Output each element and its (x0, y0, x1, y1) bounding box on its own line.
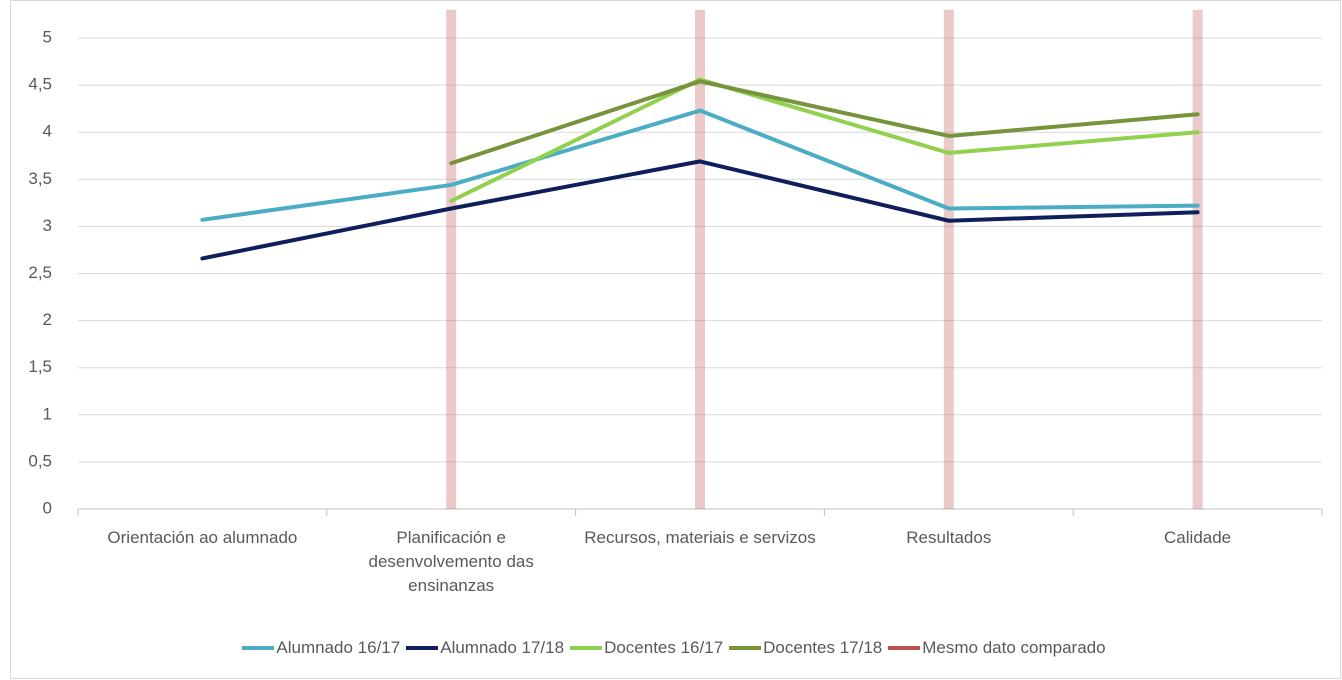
legend: Alumnado 16/17 Alumnado 17/18 Docentes 16/… (0, 638, 1342, 658)
bar (446, 9, 457, 510)
legend-item: Alumnado 17/18 (400, 638, 564, 658)
line (449, 77, 1200, 203)
legend-item: Mesmo dato comparado (882, 638, 1106, 658)
x-tick-label: Recursos, materiais e servizos (584, 528, 816, 547)
y-tick-label: 0 (43, 498, 52, 517)
y-tick-label: 0,5 (28, 451, 52, 470)
legend-swatch (888, 646, 921, 650)
legend-swatch (729, 646, 762, 650)
legend-swatch (406, 646, 439, 650)
legend-label: Docentes 16/17 (604, 638, 724, 657)
bar (695, 9, 705, 510)
legend-label: Alumnado 16/17 (276, 638, 401, 657)
x-tick-label: Planificación e desenvolvemento das ensi… (368, 528, 534, 595)
line (449, 79, 1200, 166)
legend-item: Docentes 16/17 (564, 638, 723, 658)
legend-label: Alumnado 17/18 (440, 638, 565, 657)
x-tick-label: Calidade (1164, 528, 1232, 547)
y-tick-label: 5 (43, 27, 52, 46)
bar (943, 9, 954, 510)
y-tick-label: 1,5 (28, 357, 52, 376)
legend-swatch (242, 646, 275, 650)
line (200, 108, 1200, 222)
y-tick-label: 2 (43, 310, 52, 329)
legend-item: Alumnado 16/17 (236, 638, 400, 658)
y-tick-label: 1 (43, 404, 52, 423)
y-tick-label: 2,5 (28, 263, 52, 282)
line (200, 159, 1200, 261)
bar (1192, 9, 1203, 510)
x-tick-label: Resultados (906, 528, 992, 547)
legend-label: Mesmo dato comparado (922, 638, 1106, 657)
legend-item: Docentes 17/18 (723, 638, 882, 658)
y-tick-label: 4 (43, 122, 52, 141)
legend-swatch (570, 646, 603, 650)
y-tick-label: 3,5 (28, 169, 52, 188)
y-tick-label: 3 (43, 216, 52, 235)
x-tick-label: Orientación ao alumnado (107, 528, 298, 547)
chart-border (10, 0, 1341, 679)
legend-label: Docentes 17/18 (763, 638, 883, 657)
y-tick-label: 4,5 (28, 75, 52, 94)
